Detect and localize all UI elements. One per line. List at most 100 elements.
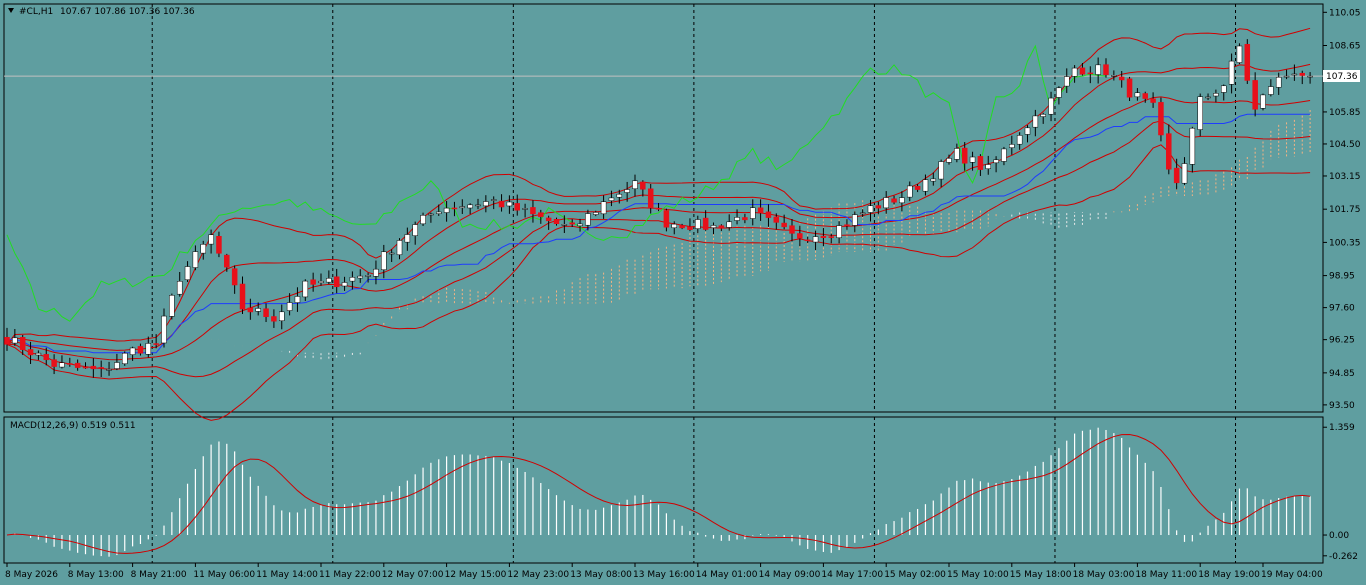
candle[interactable] [569, 219, 575, 227]
candle[interactable] [231, 265, 238, 294]
candle[interactable] [867, 200, 874, 222]
candle[interactable] [1024, 125, 1031, 143]
candle[interactable] [891, 195, 897, 205]
candle[interactable] [969, 151, 976, 171]
symbol-dropdown-icon[interactable] [8, 8, 14, 13]
candle[interactable] [388, 249, 395, 262]
candle[interactable] [553, 217, 560, 226]
candle[interactable] [718, 224, 725, 231]
candle[interactable] [1158, 97, 1164, 142]
candle[interactable] [333, 268, 340, 294]
candle[interactable] [137, 343, 144, 356]
candle[interactable] [789, 219, 795, 242]
candle[interactable] [12, 329, 18, 346]
candle[interactable] [608, 190, 615, 207]
candle[interactable] [498, 194, 505, 212]
candle[interactable] [373, 260, 379, 285]
candle[interactable] [1291, 64, 1298, 81]
candle[interactable] [624, 181, 630, 202]
candle[interactable] [1221, 84, 1227, 101]
candle[interactable] [349, 271, 356, 290]
candle[interactable] [184, 261, 191, 282]
candle[interactable] [1111, 70, 1117, 81]
candle[interactable] [600, 195, 607, 219]
candle[interactable] [490, 196, 497, 210]
candle[interactable] [1252, 72, 1258, 117]
candle[interactable] [993, 156, 999, 173]
candle[interactable] [844, 219, 850, 230]
candle[interactable] [43, 347, 49, 366]
candle[interactable] [1079, 62, 1086, 76]
candles[interactable] [4, 39, 1313, 378]
candle[interactable] [1228, 53, 1235, 94]
candle[interactable] [318, 273, 324, 286]
candle[interactable] [930, 172, 937, 186]
candle[interactable] [1001, 146, 1007, 166]
candle[interactable] [271, 309, 277, 328]
candle[interactable] [797, 225, 803, 247]
candle[interactable] [836, 221, 842, 244]
candle[interactable] [647, 184, 654, 214]
candle[interactable] [286, 293, 293, 316]
candle[interactable] [655, 202, 662, 212]
candle[interactable] [1299, 70, 1305, 85]
candle[interactable] [74, 359, 81, 371]
candle[interactable] [828, 233, 834, 244]
candle[interactable] [907, 181, 913, 202]
candle[interactable] [922, 174, 929, 196]
candle[interactable] [98, 360, 104, 378]
candle[interactable] [663, 208, 670, 232]
candle[interactable] [985, 155, 991, 175]
candle[interactable] [577, 218, 583, 232]
candle[interactable] [820, 227, 827, 247]
candle[interactable] [436, 204, 442, 216]
candle[interactable] [1283, 69, 1290, 80]
candle[interactable] [1150, 92, 1156, 108]
candle[interactable] [632, 174, 638, 197]
candle[interactable] [145, 336, 152, 358]
candle[interactable] [357, 269, 363, 283]
candle[interactable] [1064, 68, 1070, 93]
candle[interactable] [27, 341, 34, 364]
candle[interactable] [1009, 135, 1015, 155]
candle[interactable] [859, 209, 866, 217]
candle[interactable] [938, 159, 944, 188]
candle[interactable] [310, 272, 316, 292]
candle[interactable] [538, 209, 544, 224]
candle[interactable] [1142, 91, 1148, 103]
candle[interactable] [239, 276, 246, 314]
candle[interactable] [122, 351, 128, 366]
candle[interactable] [475, 198, 481, 210]
candle[interactable] [294, 287, 301, 312]
candle[interactable] [1236, 43, 1243, 65]
candle[interactable] [545, 215, 552, 230]
candle[interactable] [396, 238, 403, 260]
candle[interactable] [216, 231, 222, 258]
candle[interactable] [804, 236, 811, 244]
candle[interactable] [192, 245, 199, 271]
candle[interactable] [1032, 109, 1039, 137]
candle[interactable] [742, 213, 748, 224]
candle[interactable] [702, 210, 709, 231]
candle[interactable] [169, 293, 175, 320]
candle[interactable] [781, 214, 787, 230]
candle[interactable] [129, 346, 136, 361]
candle[interactable] [585, 209, 591, 231]
candle[interactable] [1197, 93, 1203, 137]
candle[interactable] [82, 362, 89, 369]
candle[interactable] [4, 327, 10, 351]
candle[interactable] [514, 194, 520, 216]
candle[interactable] [954, 143, 960, 163]
candle[interactable] [899, 191, 905, 212]
candle[interactable] [679, 223, 685, 230]
candle[interactable] [255, 302, 261, 316]
candle[interactable] [420, 212, 426, 226]
candle[interactable] [726, 214, 732, 231]
candle[interactable] [961, 142, 968, 171]
candle[interactable] [1173, 158, 1180, 190]
candle[interactable] [852, 211, 858, 233]
candle[interactable] [35, 350, 42, 360]
candle[interactable] [522, 203, 528, 218]
candle[interactable] [1275, 72, 1282, 95]
